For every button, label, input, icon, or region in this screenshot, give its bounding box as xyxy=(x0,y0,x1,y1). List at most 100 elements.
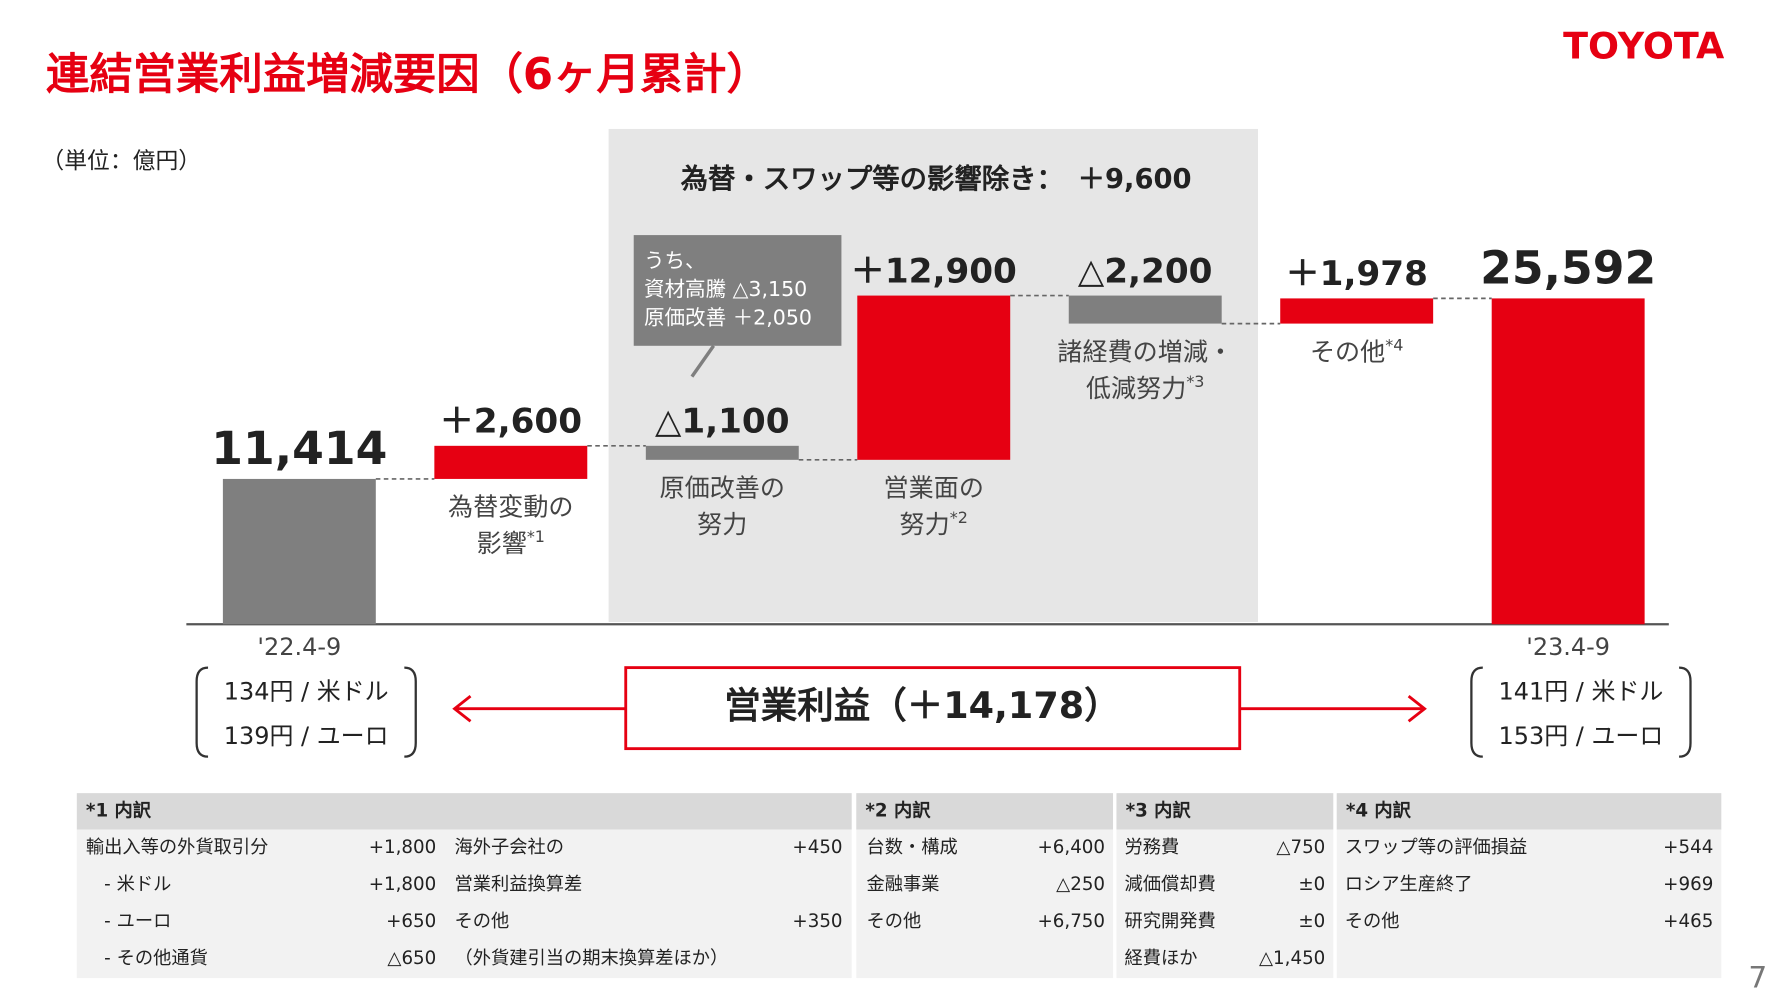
table-value: +1,800 xyxy=(369,837,437,858)
value-label: ＋2,600 xyxy=(440,401,582,441)
category-text: 為替変動の xyxy=(448,493,573,522)
category-label: '23.4-9 xyxy=(1526,633,1610,661)
table-value: ±0 xyxy=(1298,911,1325,932)
category-text: 営業面の xyxy=(884,473,984,502)
table-label: その他 xyxy=(867,911,922,932)
table-value: +1,800 xyxy=(369,874,437,895)
table-value: △650 xyxy=(387,948,436,969)
table-value: +650 xyxy=(386,911,436,932)
footnote-mark: *4 xyxy=(1385,335,1403,354)
highlight-title: 為替・スワップ等の影響除き： ＋9,600 xyxy=(681,163,1192,195)
slide-title: 連結営業利益増減要因（6ヶ月累計） xyxy=(46,50,770,100)
logo: TOYOTA xyxy=(1563,24,1725,67)
table-body-bg xyxy=(76,829,852,979)
table-label: 海外子会社の xyxy=(455,837,565,858)
footnote-mark: *1 xyxy=(527,527,545,546)
category-label: 諸経費の増減・ xyxy=(1057,337,1233,366)
table-label: 研究開発費 xyxy=(1124,911,1215,932)
table-label: ロシア生産終了 xyxy=(1345,874,1473,895)
table-value: +6,750 xyxy=(1038,911,1106,932)
bar xyxy=(434,445,588,479)
unit-label: （単位：億円） xyxy=(41,149,201,175)
table-body-bg xyxy=(856,829,1114,979)
category-text: 低減努力 xyxy=(1086,374,1186,403)
callout-line: 原価改善 ＋2,050 xyxy=(644,305,812,329)
table-body-bg xyxy=(1336,829,1722,979)
table-label: 労務費 xyxy=(1124,837,1179,858)
category-label: その他*4 xyxy=(1310,335,1403,366)
table-label: - ユーロ xyxy=(104,911,171,932)
value-label: ＋12,900 xyxy=(851,251,1017,291)
table-value: +969 xyxy=(1663,874,1713,895)
callout-box xyxy=(633,235,842,346)
category-text: '23.4-9 xyxy=(1526,633,1610,661)
category-text: 諸経費の増減・ xyxy=(1057,337,1233,366)
page-number: 7 xyxy=(1748,960,1767,995)
table-label: 金融事業 xyxy=(867,874,940,895)
category-label: 営業面の xyxy=(884,473,984,502)
category-label: 低減努力*3 xyxy=(1086,371,1205,402)
category-text: 努力 xyxy=(900,510,950,539)
table-title: *2 内訳 xyxy=(865,799,931,821)
table-value: +544 xyxy=(1663,837,1713,858)
table-header-bg xyxy=(856,793,1114,830)
table-label: 減価償却費 xyxy=(1124,874,1215,895)
table-body-bg xyxy=(1116,829,1334,979)
value-label: 25,592 xyxy=(1480,242,1656,295)
table-title: *4 内訳 xyxy=(1346,799,1412,821)
category-label: 為替変動の xyxy=(448,493,573,522)
table-label: 営業利益換算差 xyxy=(455,874,583,895)
table-label: スワップ等の評価損益 xyxy=(1345,837,1528,858)
rate-brackets xyxy=(195,666,1692,758)
table-label: 輸出入等の外貨取引分 xyxy=(86,837,269,858)
table-value: ±0 xyxy=(1298,874,1325,895)
category-text: 努力 xyxy=(697,510,747,539)
table-label: - その他通貨 xyxy=(104,948,208,969)
bar xyxy=(1491,298,1645,625)
table-label: 経費ほか xyxy=(1124,948,1197,969)
category-text: その他 xyxy=(1310,337,1385,366)
value-label: △1,100 xyxy=(655,401,790,441)
table-value: △750 xyxy=(1276,837,1325,858)
table-value: +6,400 xyxy=(1038,837,1106,858)
table-header-bg xyxy=(76,793,852,830)
value-label: 11,414 xyxy=(211,422,387,475)
table-label: その他 xyxy=(1345,911,1400,932)
rate-text: 141円 / 米ドル xyxy=(1499,678,1664,706)
category-label: 努力 xyxy=(697,510,747,539)
bar xyxy=(1068,295,1222,324)
table-title: *1 内訳 xyxy=(86,799,152,821)
rate-text: 153円 / ユーロ xyxy=(1499,722,1664,750)
value-label: ＋1,978 xyxy=(1285,254,1427,294)
table-label: その他 xyxy=(455,911,510,932)
table-title: *3 内訳 xyxy=(1126,799,1192,821)
rate-text: 139円 / ユーロ xyxy=(224,722,389,750)
callout-line: うち、 xyxy=(644,248,706,272)
table-value: +350 xyxy=(792,911,842,932)
bar xyxy=(857,295,1011,460)
category-label: 努力*2 xyxy=(900,508,968,539)
footnote-mark: *3 xyxy=(1186,371,1204,390)
value-label: △2,200 xyxy=(1078,251,1213,291)
table-header-bg xyxy=(1116,793,1334,830)
table-label: - 米ドル xyxy=(104,874,171,895)
category-text: '22.4-9 xyxy=(257,633,341,661)
callout-line: 資材高騰 △3,150 xyxy=(644,277,807,301)
category-label: 原価改善の xyxy=(660,473,785,502)
table-value: +450 xyxy=(792,837,842,858)
arrows xyxy=(452,695,1427,723)
footnote-mark: *2 xyxy=(950,508,968,527)
summary-text: 営業利益（＋14,178） xyxy=(724,684,1120,727)
callout-pointer xyxy=(690,344,716,378)
table-label: 台数・構成 xyxy=(867,837,958,858)
category-text: 原価改善の xyxy=(660,473,785,502)
category-text: 影響 xyxy=(477,529,527,558)
table-value: △1,450 xyxy=(1259,948,1325,969)
table-header-bg xyxy=(1336,793,1722,830)
bar xyxy=(645,445,799,460)
table-value: △250 xyxy=(1056,874,1105,895)
bar xyxy=(1280,298,1434,324)
rate-text: 134円 / 米ドル xyxy=(224,678,389,706)
